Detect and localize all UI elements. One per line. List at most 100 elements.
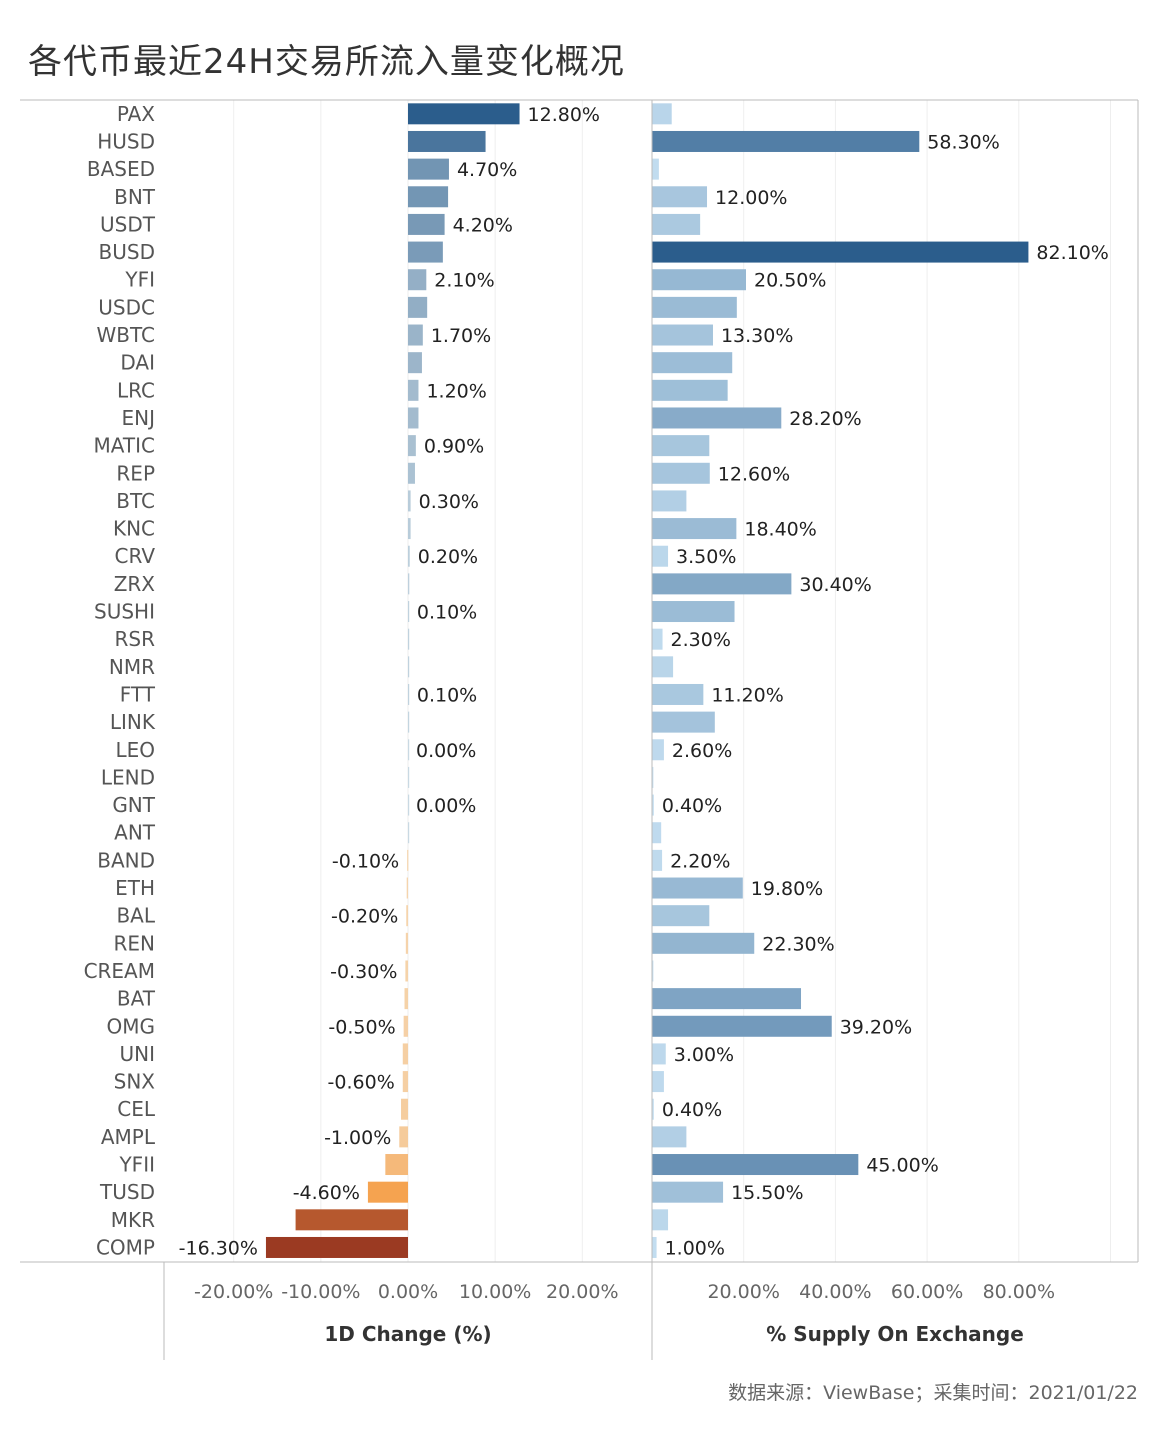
- bar-change-leo: [408, 739, 410, 761]
- data-label: 11.20%: [711, 684, 783, 706]
- data-label: 4.20%: [453, 214, 513, 236]
- tick-label: 20.00%: [546, 1281, 618, 1303]
- category-label-ftt: FTT: [120, 682, 156, 706]
- axis-title-1d-change: 1D Change (%): [324, 1322, 491, 1346]
- tick-label: 10.00%: [459, 1281, 531, 1303]
- bar-supply-snx: [652, 1071, 664, 1093]
- data-label: 3.50%: [676, 546, 736, 568]
- data-label: 4.70%: [457, 159, 517, 181]
- category-label-comp: COMP: [96, 1235, 155, 1259]
- category-label-gnt: GNT: [112, 793, 155, 817]
- bar-supply-yfi: [652, 269, 746, 291]
- bar-change-usdt: [408, 213, 445, 235]
- bar-change-eth: [406, 877, 408, 899]
- bar-supply-based: [652, 158, 659, 180]
- data-label: -0.50%: [328, 1016, 395, 1038]
- category-label-band: BAND: [97, 848, 155, 872]
- category-label-matic: MATIC: [94, 434, 155, 458]
- category-label-rep: REP: [116, 461, 155, 485]
- data-label: 0.40%: [662, 795, 722, 817]
- tick-label: 0.00%: [378, 1281, 438, 1303]
- bar-change-link: [408, 711, 410, 733]
- data-label: -0.20%: [331, 906, 398, 928]
- bar-supply-crv: [652, 545, 669, 567]
- bar-supply-uni: [652, 1043, 666, 1065]
- source-note: 数据来源：ViewBase；采集时间：2021/01/22: [728, 1382, 1138, 1404]
- bar-change-mkr: [295, 1209, 408, 1231]
- bar-change-uni: [402, 1043, 408, 1065]
- category-label-tusd: TUSD: [99, 1180, 155, 1204]
- category-label-nmr: NMR: [109, 655, 155, 679]
- bar-change-rep: [408, 462, 415, 484]
- bar-change-snx: [402, 1071, 408, 1093]
- category-label-ant: ANT: [114, 821, 156, 845]
- axes-layer: -20.00% -10.00% 0.00% 10.00% 20.00% 1D Change…: [20, 99, 1139, 1360]
- category-label-cel: CEL: [117, 1097, 156, 1121]
- bar-supply-husd: [652, 130, 920, 152]
- bar-change-pax: [408, 103, 520, 125]
- category-label-link: LINK: [110, 710, 156, 734]
- category-label-ampl: AMPL: [101, 1125, 156, 1149]
- data-label: -16.30%: [179, 1237, 258, 1259]
- bar-change-bal: [406, 905, 408, 927]
- bar-change-usdc: [408, 296, 428, 318]
- bar-supply-bal: [652, 905, 710, 927]
- bar-supply-cream: [652, 960, 654, 982]
- category-label-lrc: LRC: [117, 378, 155, 402]
- bar-change-cream: [405, 960, 408, 982]
- data-label: -4.60%: [293, 1182, 360, 1204]
- category-label-snx: SNX: [114, 1070, 156, 1094]
- data-label: 0.40%: [662, 1099, 722, 1121]
- category-label-lend: LEND: [101, 765, 155, 789]
- category-label-ren: REN: [114, 931, 156, 955]
- category-label-cream: CREAM: [84, 959, 155, 983]
- bar-change-based: [408, 158, 449, 180]
- bar-supply-pax: [652, 103, 672, 125]
- data-label: 13.30%: [721, 325, 793, 347]
- category-label-husd: HUSD: [97, 129, 155, 153]
- data-label: 2.60%: [672, 740, 732, 762]
- data-label: 39.20%: [840, 1016, 912, 1038]
- data-label: 0.00%: [416, 740, 476, 762]
- bar-change-bat: [404, 988, 408, 1010]
- data-label: 19.80%: [751, 878, 823, 900]
- bar-change-matic: [408, 435, 416, 457]
- bar-change-nmr: [408, 656, 410, 678]
- bar-supply-leo: [652, 739, 664, 761]
- category-label-rsr: RSR: [115, 627, 156, 651]
- category-label-eth: ETH: [115, 876, 155, 900]
- bar-supply-ampl: [652, 1126, 687, 1148]
- data-label: 0.10%: [417, 684, 477, 706]
- data-label: 12.60%: [718, 463, 790, 485]
- data-label: 30.40%: [799, 574, 871, 596]
- bar-supply-eth: [652, 877, 743, 899]
- category-label-pax: PAX: [117, 102, 155, 126]
- bar-supply-enj: [652, 407, 782, 429]
- bar-change-btc: [408, 490, 411, 512]
- data-label: 0.30%: [419, 491, 479, 513]
- bar-supply-busd: [652, 241, 1029, 263]
- bar-change-comp: [265, 1236, 408, 1258]
- data-label: 15.50%: [731, 1182, 803, 1204]
- tick-label: 40.00%: [799, 1281, 871, 1303]
- category-label-based: BASED: [87, 157, 155, 181]
- data-label: 2.30%: [671, 629, 731, 651]
- bar-change-knc: [408, 518, 411, 540]
- labels-layer: PAX HUSD BASED BNT USDT BUSD YFI USDC WBTC DAI LRC…: [84, 102, 1109, 1260]
- bar-supply-btc: [652, 490, 687, 512]
- bar-supply-cel: [652, 1098, 654, 1120]
- bar-change-lrc: [408, 379, 419, 401]
- category-label-omg: OMG: [107, 1014, 156, 1038]
- bar-change-yfi: [408, 269, 427, 291]
- data-label: 28.20%: [789, 408, 861, 430]
- bar-supply-rsr: [652, 628, 663, 650]
- tick-label: -10.00%: [281, 1281, 360, 1303]
- bar-change-bnt: [408, 186, 449, 208]
- category-label-dai: DAI: [120, 351, 155, 375]
- category-label-enj: ENJ: [122, 406, 156, 430]
- category-label-usdt: USDT: [100, 212, 156, 236]
- bar-supply-band: [652, 849, 663, 871]
- data-label: 0.20%: [418, 546, 478, 568]
- bar-supply-nmr: [652, 656, 674, 678]
- grid-layer: [233, 100, 1111, 1262]
